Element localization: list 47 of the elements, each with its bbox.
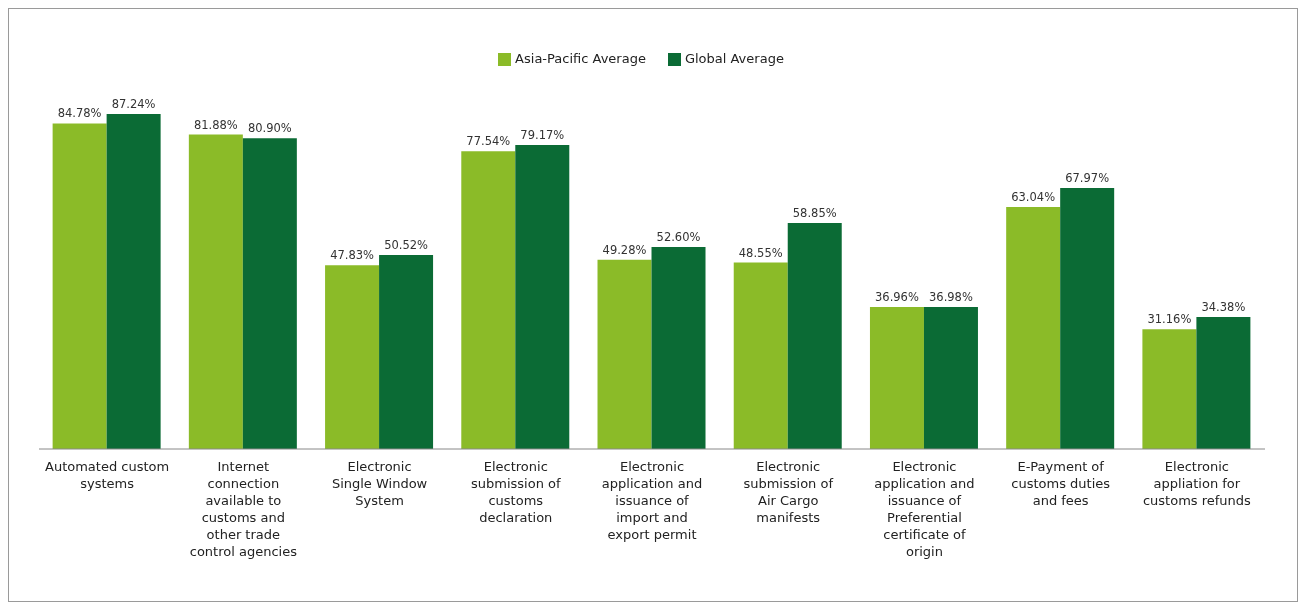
data-label: 80.90% <box>247 121 292 136</box>
x-tick-label: Electronic application and issuance of import and export permit <box>601 459 703 542</box>
x-tick-label: Electronic application and issuance of Preferential certificate of origin <box>874 459 975 559</box>
data-label: 34.38% <box>1201 299 1246 314</box>
data-label: 79.17% <box>520 127 565 142</box>
data-label: 52.60% <box>656 230 701 245</box>
x-tick-label: Automated custom systems <box>45 459 170 491</box>
bar <box>461 151 516 449</box>
data-label: 49.28% <box>602 242 647 257</box>
bar <box>52 123 107 449</box>
x-tick-label: Internet connection available to customs and other trade control agencies <box>189 459 298 559</box>
x-tick-label: Electronic submission of customs declaration <box>471 459 561 525</box>
x-tick-label: E-Payment of customs duties and fees <box>1011 459 1111 508</box>
data-label: 31.16% <box>1147 312 1192 327</box>
bar <box>923 307 978 449</box>
bar <box>733 262 788 449</box>
data-label: 36.98% <box>929 290 973 304</box>
data-label: 84.78% <box>57 106 102 121</box>
bar <box>515 144 570 449</box>
data-label: 58.85% <box>792 206 837 221</box>
data-label: 63.04% <box>1011 189 1056 204</box>
bar <box>325 265 380 449</box>
data-label: 81.88% <box>193 117 238 132</box>
bar <box>1060 188 1115 449</box>
bar <box>787 223 842 449</box>
bar <box>188 134 243 449</box>
data-label: 50.52% <box>384 238 429 252</box>
bar <box>1142 329 1197 449</box>
bar <box>242 138 297 449</box>
x-tick-label: Electronic appliation for customs refunds <box>1142 459 1252 508</box>
x-tick-label: Electronic submission of Air Cargo manifests <box>743 459 834 525</box>
x-tick-label: Electronic Single Window System <box>331 459 428 508</box>
data-label: 77.54% <box>466 134 511 149</box>
data-label: 47.83% <box>330 248 375 263</box>
bar <box>1006 206 1061 449</box>
bar <box>106 114 161 449</box>
bar <box>869 307 924 449</box>
data-label: 87.24% <box>111 97 156 111</box>
bar <box>597 259 652 449</box>
data-label: 67.97% <box>1065 171 1110 185</box>
bar <box>1196 316 1251 449</box>
legend-label: Global Average <box>684 51 784 66</box>
legend-label: Asia-Pacific Average <box>515 51 646 66</box>
bar <box>651 247 706 449</box>
bar <box>379 255 434 449</box>
data-label: 36.96% <box>875 290 919 305</box>
data-label: 48.55% <box>738 245 783 260</box>
